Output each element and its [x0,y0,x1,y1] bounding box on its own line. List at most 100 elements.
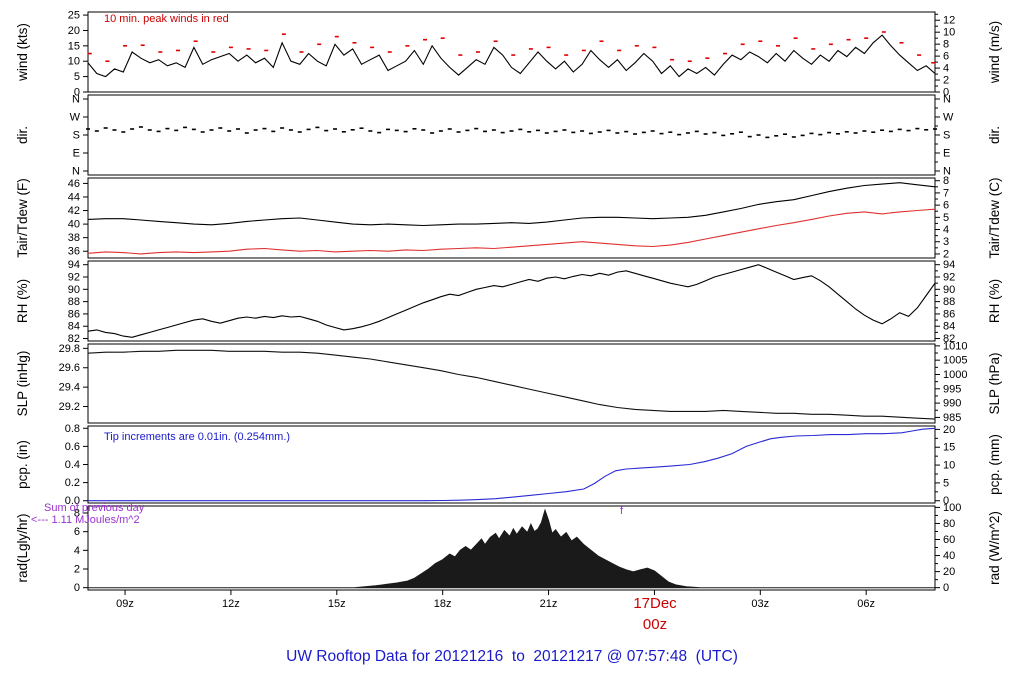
wind-speed-kts-series [87,34,936,78]
pcp-right-tick-label: 5 [943,477,949,489]
chart-title: UW Rooftop Data for 20121216 to 20121217… [286,648,738,665]
x-axis-tick-label: 09z [116,598,134,610]
dir-panel-border [87,94,936,176]
wind-left-tick-label: 5 [74,71,80,83]
pcp-left-tick-label: 0.8 [65,423,80,435]
dir-left-tick-label: W [70,112,81,124]
rh-panel-border [87,260,936,342]
slp-right-tick-label: 990 [943,398,961,410]
dir-right-tick-label: S [943,130,950,142]
dir-right-tick-label: W [943,112,954,124]
slp-right-tick-label: 985 [943,412,961,424]
rh-left-tick-label: 88 [68,296,80,308]
pcp-left-axis-title: pcp. (in) [15,440,30,489]
pcp-left-tick-label: 0.2 [65,477,80,489]
slp-left-tick-label: 29.2 [59,401,80,413]
dir-right-tick-label: E [943,148,950,160]
rad-right-tick-label: 60 [943,534,955,546]
rad-right-axis-title: rad (W/m^2) [987,511,1002,585]
slp-right-tick-label: 995 [943,383,961,395]
tair-tdew-panel-border [87,177,936,259]
slp-right-tick-label: 1010 [943,340,967,352]
tdew-f-series [87,208,936,255]
tair-tdew-right-tick-label: 4 [943,224,949,236]
wind-panel-border [87,11,936,93]
rh-right-axis-title: RH (%) [987,279,1002,323]
slp-left-axis-title: SLP (inHg) [15,351,30,417]
rh-left-axis-title: RH (%) [15,279,30,323]
x-axis-tick-label: 12z [222,598,240,610]
dir-left-axis-title: dir. [15,126,30,144]
slp-panel-border [87,343,936,424]
rad-right-tick-label: 20 [943,566,955,578]
x-axis-date-hour-label: 00z [642,616,668,633]
x-axis-tick-label: 15z [328,598,346,610]
pcp-right-tick-label: 20 [943,424,955,436]
slp-left-tick-label: 29.6 [59,362,80,374]
tair-tdew-left-axis-title: Tair/Tdew (F) [15,178,30,258]
wind-left-tick-label: 15 [68,40,80,52]
wind-left-tick-label: 0 [74,87,80,99]
wind-left-tick-label: 25 [68,10,80,22]
wind-left-tick-label: 10 [68,56,80,68]
dir-right-tick-label: N [943,166,951,178]
wind-right-tick-label: 2 [943,75,949,87]
pcp-left-tick-label: 0.6 [65,441,80,453]
rad-left-tick-label: 4 [74,545,80,557]
tair-tdew-left-tick-label: 44 [68,191,80,203]
rad-right-tick-label: 100 [943,502,961,514]
tair-tdew-right-tick-label: 5 [943,212,949,224]
rad-right-tick-label: 80 [943,518,955,530]
rh-percent-series [87,264,936,338]
dir-left-tick-label: N [72,166,80,178]
wind-left-axis-title: wind (kts) [15,23,30,82]
slp-right-tick-label: 1005 [943,355,967,367]
rh-left-tick-label: 86 [68,308,80,320]
pcp-right-tick-label: 10 [943,460,955,472]
wind-left-tick-label: 20 [68,25,80,37]
pcp-right-tick-label: 15 [943,442,955,454]
rad-left-tick-label: 2 [74,564,80,576]
wind-right-tick-label: 4 [943,63,949,75]
wind-right-tick-label: 6 [943,51,949,63]
rh-left-tick-label: 84 [68,321,80,333]
wind-right-axis-title: wind (m/s) [987,21,1002,84]
rad-right-tick-label: 0 [943,582,949,594]
rad-left-tick-label: 0 [74,582,80,594]
rad-left-tick-label: 8 [74,508,80,520]
tair-tdew-left-tick-label: 38 [68,232,80,244]
x-axis-tick-label: 06z [857,598,875,610]
dir-left-tick-label: N [72,94,80,106]
wind-right-tick-label: 0 [943,87,949,99]
x-axis-tick-label: 21z [540,598,558,610]
tair-tdew-right-axis-title: Tair/Tdew (C) [987,177,1002,258]
x-axis-date-label: 17Dec [633,595,677,612]
rad-f-marker: f [620,505,624,517]
pcp-right-axis-title: pcp. (mm) [987,434,1002,495]
slp-left-tick-label: 29.8 [59,343,80,355]
rh-right-tick-label: 90 [943,284,955,296]
rad-right-tick-label: 40 [943,550,955,562]
rad-lgly-hr-series [88,508,935,589]
tair-tdew-right-tick-label: 8 [943,175,949,187]
tair-tdew-right-tick-label: 2 [943,248,949,260]
wind-right-tick-label: 12 [943,15,955,27]
rad-sum-note-line2: <--- 1.11 MJoules/m^2 [31,514,140,526]
tair-f-series [87,182,936,227]
wind-right-tick-label: 10 [943,27,955,39]
rh-right-tick-label: 88 [943,296,955,308]
dir-left-tick-label: S [73,130,80,142]
rad-left-tick-label: 6 [74,526,80,538]
tair-tdew-left-tick-label: 40 [68,219,80,231]
tair-tdew-left-tick-label: 36 [68,246,80,258]
dir-left-tick-label: E [73,148,80,160]
dir-right-axis-title: dir. [987,126,1002,144]
rh-left-tick-label: 82 [68,333,80,345]
rh-right-tick-label: 92 [943,272,955,284]
rad-left-axis-title: rad(Lgly/hr) [15,513,30,582]
rh-right-tick-label: 94 [943,259,955,271]
wind-right-tick-label: 8 [943,39,949,51]
rh-right-tick-label: 84 [943,321,955,333]
rh-right-tick-label: 86 [943,308,955,320]
